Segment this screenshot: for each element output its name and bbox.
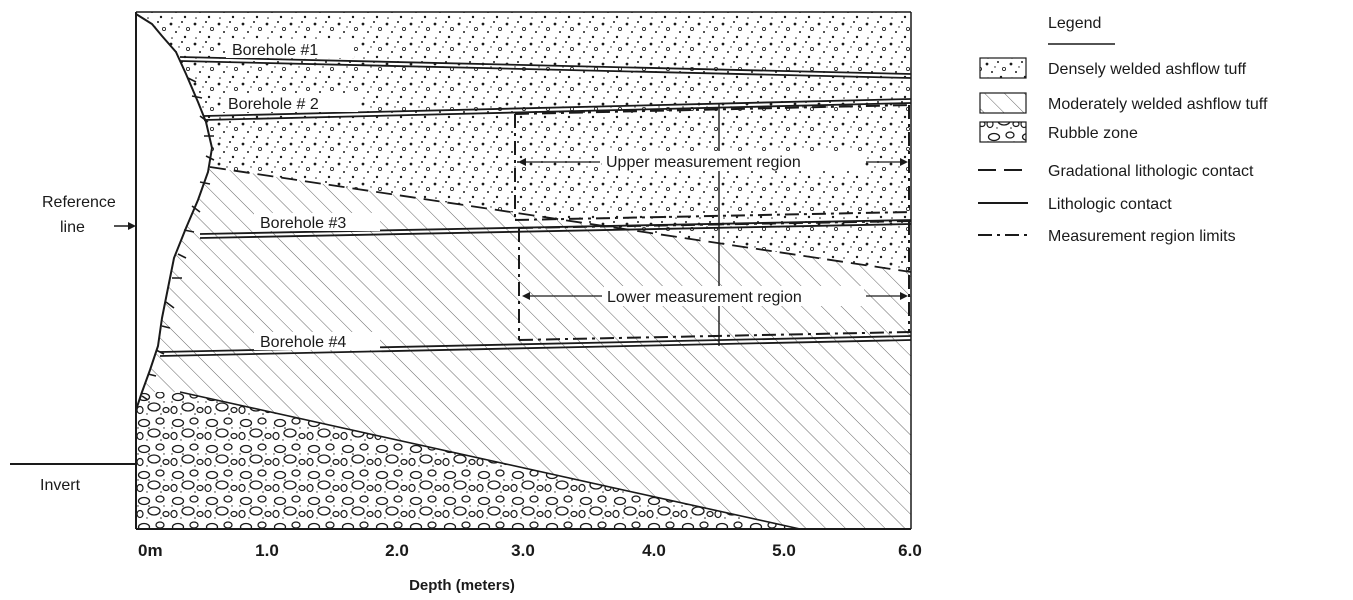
borehole-3-label: Borehole #3 [260,215,346,232]
x-tick-label: 5.0 [772,541,796,560]
borehole-1 [179,56,912,79]
legend-rubble-swatch [979,121,1027,143]
reference-line-label-line1: Reference [42,194,116,211]
x-tick-label: 0m [138,541,163,560]
x-tick-label: 2.0 [385,541,409,560]
legend: Legend Densely welded ashflow tuff Moder… [978,15,1268,245]
reference-line-label-line2: line [60,219,85,236]
lower-measurement-region [518,220,912,341]
tunnel-wall [136,14,212,410]
gradational-contact-line [209,166,911,273]
borehole-4-label: Borehole #4 [260,334,346,351]
upper-region-label: Upper measurement region [606,154,801,171]
broken-rock-texture [141,77,215,401]
legend-item-label: Rubble zone [1048,125,1138,142]
x-tick-label: 3.0 [511,541,535,560]
legend-title: Legend [1048,15,1101,32]
rubble-contact-line [179,391,801,529]
reference-arrow-head [128,222,136,230]
legend-item-label: Gradational lithologic contact [1048,163,1254,180]
borehole-2-label: Borehole # 2 [228,96,319,113]
legend-dots-swatch [979,57,1027,79]
legend-item-label: Measurement region limits [1048,228,1236,245]
rubble-zone [136,392,800,529]
legend-item-label: Densely welded ashflow tuff [1048,61,1247,78]
x-axis-title: Depth (meters) [409,577,515,594]
x-tick-label: 1.0 [255,541,279,560]
borehole-1-label: Borehole #1 [232,42,318,59]
x-tick-label: 4.0 [642,541,666,560]
upper-measurement-region [514,104,912,221]
upper-region-arrow-left [518,158,526,166]
densely-welded-tuff-zone [136,12,911,272]
lower-region-arrow-right [900,292,908,300]
legend-item-label: Moderately welded ashflow tuff [1048,96,1268,113]
upper-region-arrow-right [900,158,908,166]
borehole-2 [203,98,912,121]
lower-region-arrow-left [522,292,530,300]
legend-item-label: Lithologic contact [1048,196,1172,213]
lower-region-label: Lower measurement region [607,289,802,306]
invert-label: Invert [40,477,81,494]
x-tick-label: 6.0 [898,541,922,560]
legend-hatch-swatch [979,92,1027,114]
